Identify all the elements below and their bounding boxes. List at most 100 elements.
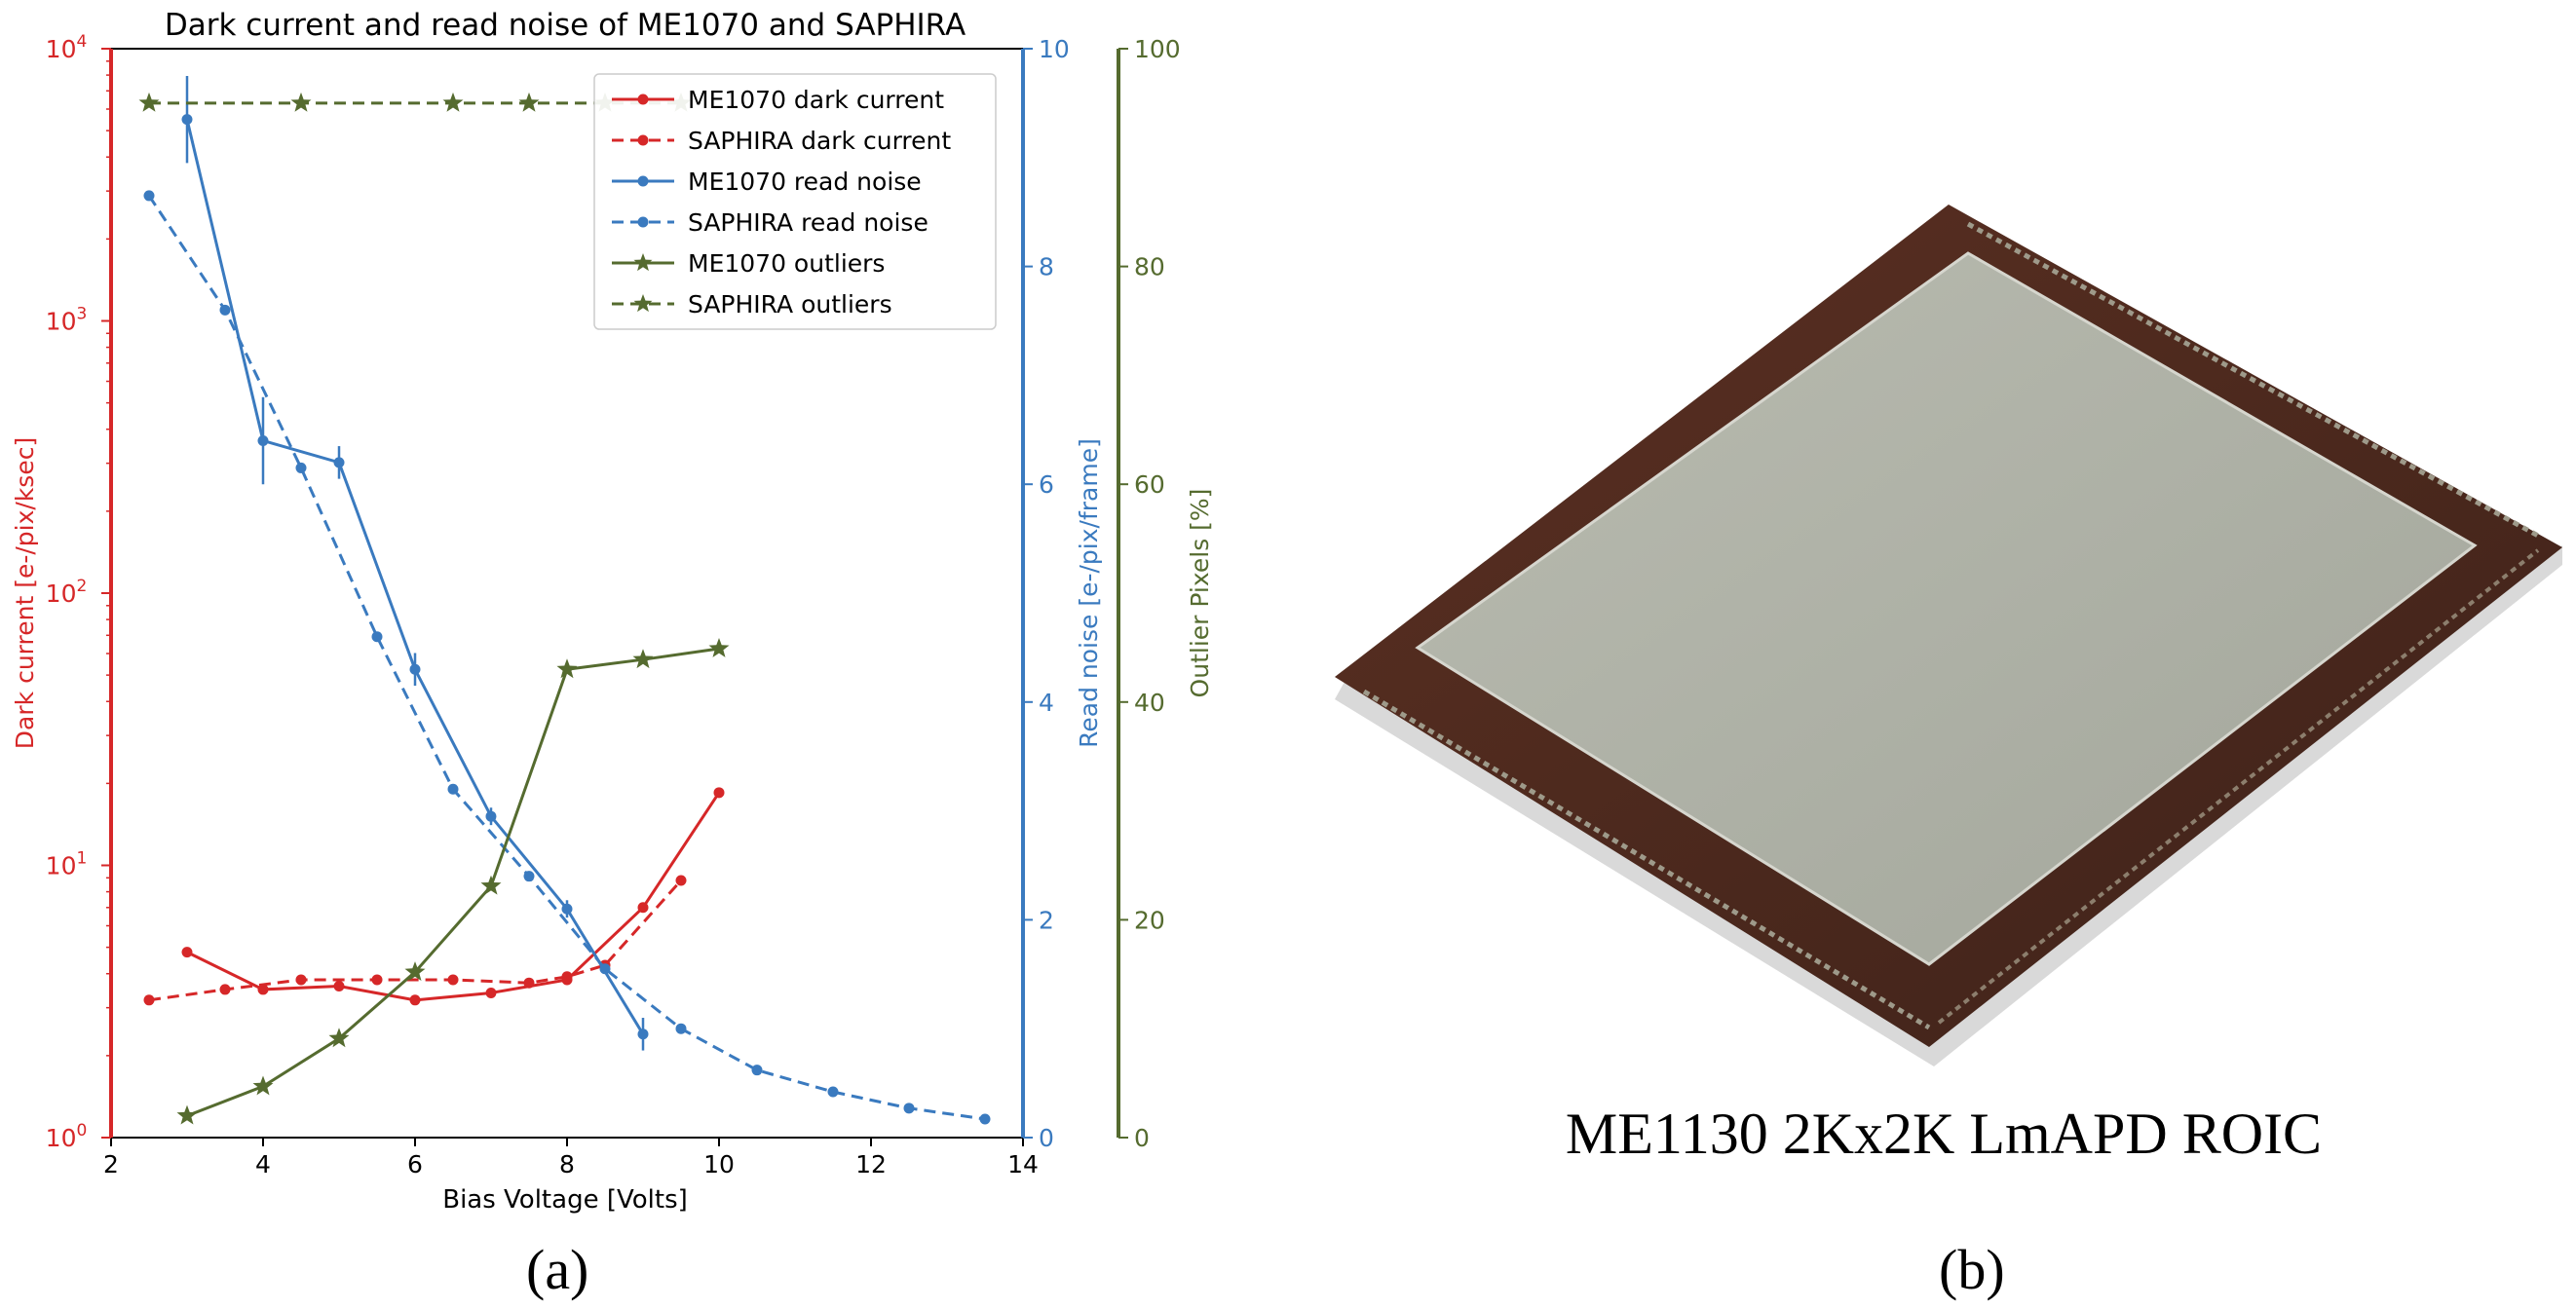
data-point — [295, 974, 307, 986]
left-tick-label: 104 — [46, 32, 88, 63]
right-tick-label: 6 — [1039, 470, 1054, 499]
series-line-1 — [148, 879, 683, 1002]
data-point — [979, 1113, 991, 1125]
active-area — [1415, 251, 2478, 966]
data-point — [903, 1103, 915, 1114]
series-line-3 — [147, 195, 986, 1121]
data-point — [257, 984, 269, 995]
data-point-star — [708, 638, 730, 657]
data-point — [181, 114, 193, 126]
data-point — [257, 434, 269, 446]
photo-caption: ME1130 2Kx2K LmAPD ROIC — [1565, 1102, 2323, 1166]
data-point-star — [328, 1028, 350, 1048]
x-tick-label: 8 — [559, 1150, 575, 1178]
x-axis-label: Bias Voltage [Volts] — [442, 1185, 688, 1215]
data-point — [523, 977, 535, 989]
right-tick-label: 8 — [1039, 253, 1054, 281]
outer-right-tick-label: 100 — [1134, 35, 1181, 63]
data-point — [409, 994, 421, 1006]
data-point-star — [480, 875, 502, 895]
x-tick-label: 2 — [103, 1150, 119, 1178]
data-point — [447, 783, 459, 795]
series-line-2 — [185, 119, 645, 1035]
x-tick-label: 14 — [1007, 1150, 1039, 1178]
data-point — [219, 304, 231, 316]
data-point-star — [138, 92, 160, 112]
data-point — [827, 1086, 839, 1098]
data-point — [713, 787, 725, 799]
data-point — [371, 974, 383, 986]
data-point-star — [442, 92, 464, 112]
outer-right-tick-label: 60 — [1134, 470, 1165, 499]
legend-label: SAPHIRA outliers — [688, 290, 892, 318]
right-tick-label: 4 — [1039, 689, 1054, 717]
plot-layer: 2 4 6 8 10 12 14100101102103104024681002040608… — [11, 32, 1214, 1178]
x-tick-label: 4 — [255, 1150, 271, 1178]
legend-marker — [637, 175, 649, 187]
data-point-star — [404, 961, 426, 981]
series-line-4 — [186, 647, 720, 1118]
legend-label: SAPHIRA dark current — [688, 127, 951, 155]
panel-label-b: (b) — [1939, 1238, 2005, 1301]
x-tick-label: 6 — [407, 1150, 423, 1178]
chart-panel-a: 2 4 6 8 10 12 14100101102103104024681002040608… — [11, 8, 1214, 1215]
chart-title: Dark current and read noise of ME1070 an… — [165, 8, 966, 43]
x-tick-label: 12 — [855, 1150, 887, 1178]
data-point — [181, 947, 193, 958]
left-axis-label: Dark current [e-/pix/ksec] — [11, 437, 39, 749]
data-point — [523, 871, 535, 882]
legend-label: ME1070 outliers — [688, 249, 885, 278]
data-point — [599, 963, 611, 975]
left-tick-label: 101 — [46, 849, 88, 880]
x-tick-label: 10 — [703, 1150, 735, 1178]
panel-label-a: (a) — [526, 1238, 589, 1301]
data-point — [143, 994, 155, 1006]
data-point-star — [176, 1104, 198, 1125]
data-point — [295, 462, 307, 473]
legend-marker-star — [633, 253, 653, 272]
legend-label: SAPHIRA read noise — [688, 208, 928, 237]
legend-label: ME1070 dark current — [688, 86, 944, 114]
data-point-star — [252, 1075, 274, 1096]
left-tick-label: 102 — [46, 577, 88, 608]
left-tick-label: 100 — [46, 1121, 88, 1152]
data-point-star — [518, 92, 540, 112]
left-tick-label: 103 — [46, 305, 88, 336]
data-point — [637, 1028, 649, 1040]
outer-right-tick-label: 40 — [1134, 689, 1165, 717]
data-point-star — [290, 92, 312, 112]
outer-right-tick-label: 80 — [1134, 253, 1165, 281]
right-tick-label: 2 — [1039, 906, 1054, 934]
data-point — [333, 981, 345, 992]
data-point — [143, 190, 155, 202]
series-line-0 — [186, 791, 721, 1002]
data-point — [409, 663, 421, 675]
data-point — [675, 875, 687, 886]
data-point — [637, 902, 649, 914]
data-point — [371, 631, 383, 643]
data-point — [561, 971, 573, 983]
legend-marker — [637, 94, 649, 105]
right-tick-label: 10 — [1039, 35, 1070, 63]
data-point — [751, 1065, 763, 1076]
data-point-star — [632, 649, 654, 669]
legend-marker-star — [633, 294, 653, 313]
legend-label: ME1070 read noise — [688, 168, 922, 196]
right-axis-label: Read noise [e-/pix/frame] — [1075, 438, 1103, 748]
outer-right-tick-label: 0 — [1134, 1124, 1150, 1152]
data-point — [485, 810, 497, 822]
outer-right-axis-label: Outlier Pixels [%] — [1186, 489, 1214, 698]
legend-box — [593, 73, 997, 330]
data-point — [219, 984, 231, 995]
data-point — [561, 903, 573, 915]
outer-right-tick-label: 20 — [1134, 906, 1165, 934]
legend-marker — [637, 134, 649, 146]
data-point — [675, 1023, 687, 1034]
right-tick-label: 0 — [1039, 1124, 1054, 1152]
data-point-star — [556, 658, 578, 679]
legend-marker — [637, 216, 649, 228]
roic-chip-photo — [1335, 205, 2562, 1066]
data-point — [485, 987, 497, 998]
data-point — [447, 974, 459, 986]
data-point — [333, 457, 345, 468]
